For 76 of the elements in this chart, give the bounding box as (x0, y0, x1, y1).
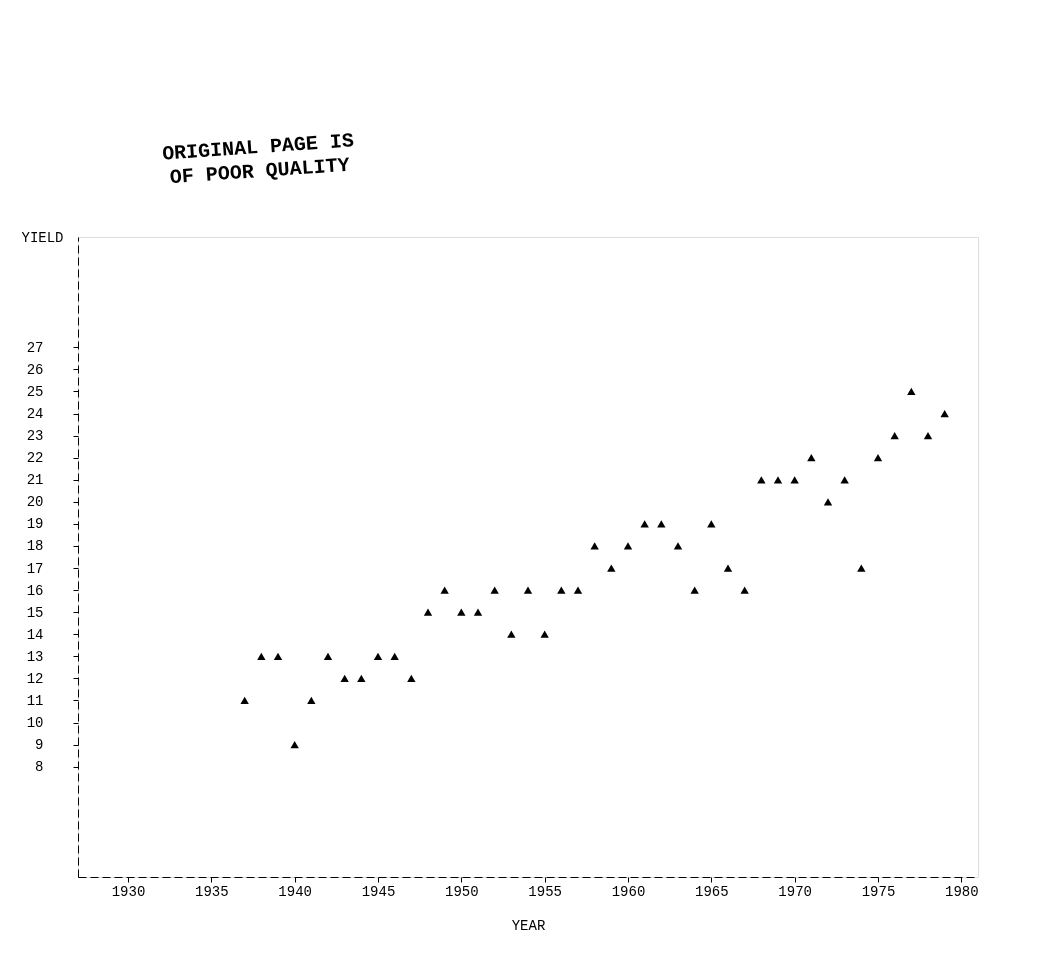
point (523, 586, 533, 594)
x-tick-label: 1980 (945, 883, 979, 900)
point (807, 454, 816, 462)
y-tick-label: 25 (26, 383, 44, 400)
point (507, 630, 516, 638)
point (690, 586, 699, 594)
y-tick-label: 24 (26, 406, 44, 423)
point (707, 520, 716, 528)
point (723, 564, 733, 572)
point (757, 476, 766, 484)
x-tick-label: 1975 (861, 883, 896, 900)
y-tick-label: 18 (26, 538, 44, 555)
point (573, 586, 583, 594)
y-tick-label: 15 (26, 604, 44, 621)
point (857, 564, 866, 572)
point (307, 696, 316, 705)
point (790, 476, 799, 484)
x-axis-title: YEAR (511, 917, 546, 934)
point (940, 409, 949, 418)
point (423, 608, 433, 616)
x-tick-label: 1945 (361, 883, 396, 900)
y-tick-label: 16 (26, 582, 44, 599)
y-tick-label: 21 (26, 472, 44, 489)
y-tick-label: 11 (26, 692, 44, 709)
y-tick-label: 9 (35, 737, 44, 754)
point (557, 586, 566, 594)
point (673, 542, 683, 550)
point (273, 652, 283, 660)
x-tick-label: 1930 (111, 883, 146, 900)
y-tick-label: 14 (26, 626, 44, 643)
x-tick-label: 1960 (611, 883, 646, 900)
point (457, 608, 466, 616)
y-tick-label: 20 (26, 494, 44, 511)
x-tick-label: 1965 (695, 883, 729, 900)
y-tick-label: 13 (26, 648, 44, 665)
point (257, 652, 266, 660)
y-tick-label: 12 (26, 670, 44, 687)
point (290, 740, 299, 749)
y-tick-label: 17 (26, 560, 44, 577)
point (340, 674, 349, 682)
point (607, 564, 616, 572)
point (373, 652, 383, 660)
point (840, 476, 849, 484)
x-tick-label: 1935 (195, 883, 229, 900)
point (657, 520, 666, 528)
text: ORIGINAL PAGE IS OF POOR QUALITY (161, 129, 355, 190)
x-tick-label: 1970 (778, 883, 812, 900)
y-tick-label: 19 (26, 516, 44, 533)
point (390, 652, 399, 660)
y-tick-label: 26 (26, 361, 44, 378)
point (590, 542, 599, 550)
point (907, 387, 916, 396)
x-tick-label: 1940 (278, 883, 312, 900)
point (873, 454, 883, 462)
point (357, 674, 366, 682)
point (640, 520, 649, 528)
y-tick-label: 8 (35, 759, 44, 776)
x-tick-label: 1950 (445, 883, 479, 900)
point (773, 476, 783, 484)
point (240, 696, 249, 705)
x-tick-label: 1955 (528, 883, 562, 900)
point (740, 586, 749, 594)
point (440, 586, 449, 594)
point (890, 432, 899, 440)
point (323, 652, 333, 660)
y-tick-label: 27 (26, 339, 44, 356)
y-axis-title: YIELD (21, 229, 64, 246)
point (490, 586, 499, 594)
y-tick-label: 22 (26, 450, 44, 467)
point (473, 608, 483, 616)
y-tick-label: 23 (26, 428, 44, 445)
point (540, 630, 549, 638)
point (923, 432, 933, 440)
point (623, 542, 633, 550)
y-tick-label: 10 (26, 715, 44, 732)
point (407, 674, 416, 682)
